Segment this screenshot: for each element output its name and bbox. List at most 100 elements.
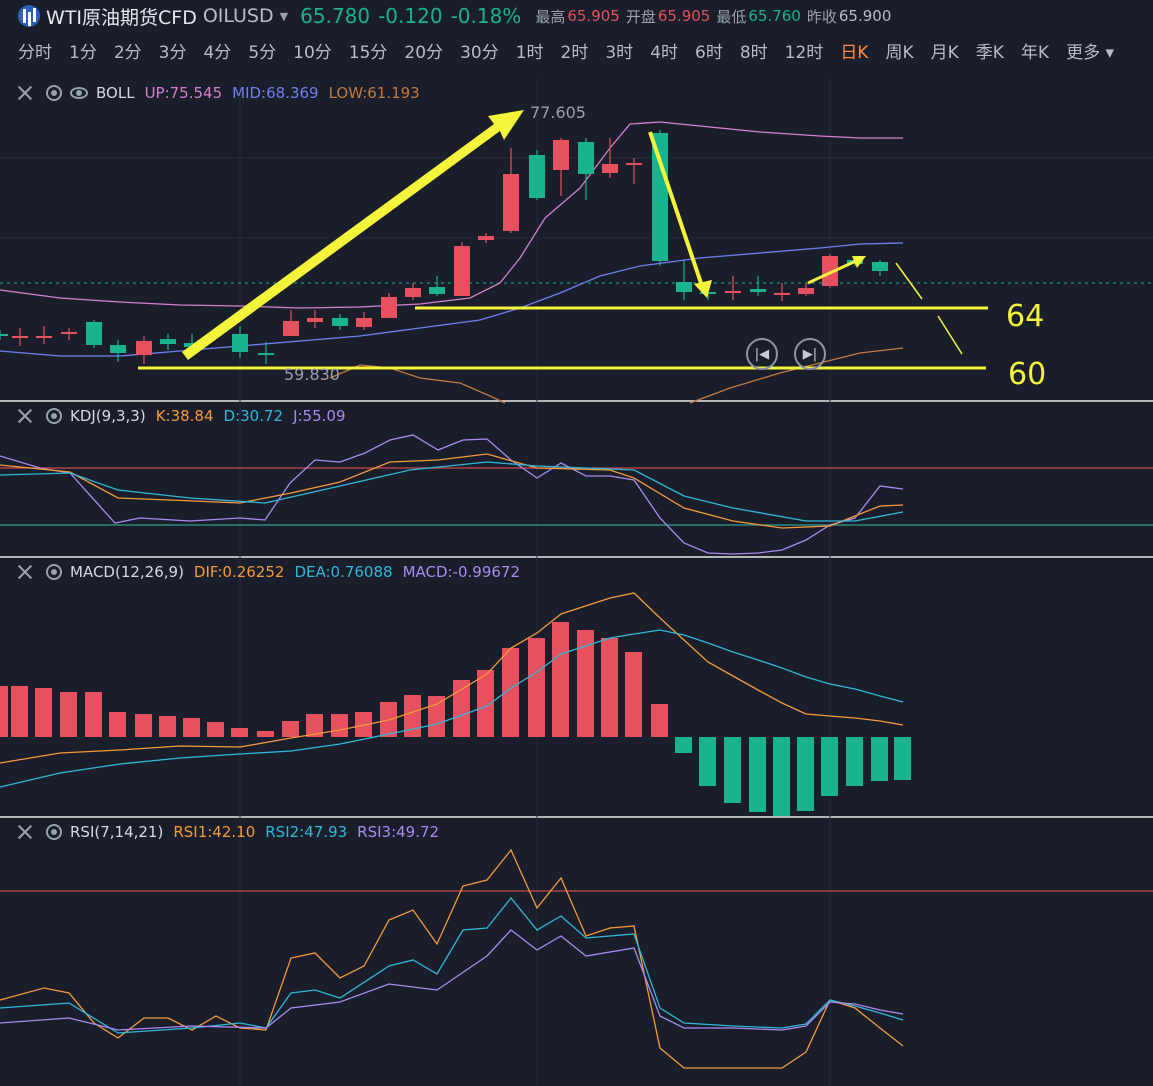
price-change: -0.120	[378, 4, 443, 28]
candle-body	[86, 322, 102, 345]
kdj-j-line	[0, 434, 904, 555]
kdj-j: J:55.09	[293, 407, 346, 425]
instrument-title[interactable]: WTI原油期货CFD	[46, 6, 197, 29]
macd-histogram-bar	[231, 728, 248, 737]
low-marker-label: 59.830	[284, 365, 340, 384]
boll-legend: BOLL UP:75.545 MID:68.369 LOW:61.193	[0, 84, 430, 102]
candle-body	[258, 353, 274, 355]
macd-histogram-bar	[846, 737, 863, 786]
open-label: 开盘	[625, 7, 656, 26]
candle-body	[478, 236, 494, 240]
price-chart[interactable]: 77.605 59.830 64 60	[0, 78, 1153, 1086]
candle-body	[454, 246, 470, 296]
timeframe-8[interactable]: 15分	[348, 43, 388, 63]
candle-body	[12, 336, 28, 338]
boll-low: LOW:61.193	[328, 84, 420, 102]
macd-dea: DEA:0.76088	[294, 563, 393, 581]
prev-close-value: 65.900	[838, 7, 892, 25]
timeframe-23[interactable]: 更多 ▾	[1066, 43, 1115, 63]
timeframe-10[interactable]: 30分	[460, 43, 499, 63]
timeframe-4[interactable]: 3分	[158, 43, 187, 63]
macd-histogram-bar	[11, 686, 28, 737]
kdj-legend: KDJ(9,3,3) K:38.84 D:30.72 J:55.09	[0, 407, 356, 425]
candle-body	[652, 133, 668, 261]
candle-body	[626, 163, 642, 165]
last-price: 65.780	[300, 4, 371, 28]
gear-icon[interactable]	[46, 408, 62, 424]
timeframe-9[interactable]: 20分	[404, 43, 444, 63]
timeframe-16[interactable]: 8时	[739, 43, 768, 63]
kdj-k: K:38.84	[155, 407, 214, 425]
timeframe-14[interactable]: 4时	[650, 43, 679, 63]
instrument-symbol[interactable]: OILUSD	[202, 5, 274, 27]
gear-icon[interactable]	[46, 824, 62, 840]
close-icon[interactable]	[18, 565, 32, 579]
macd-value: MACD:-0.99672	[402, 563, 521, 581]
kdj-name: KDJ(9,3,3)	[70, 407, 146, 425]
timeframe-20[interactable]: 月K	[930, 43, 959, 63]
macd-histogram-bar	[428, 696, 445, 737]
timeframe-3[interactable]: 2分	[113, 43, 142, 63]
candle-body	[356, 318, 372, 327]
projection-arrow	[937, 315, 963, 355]
candle-body	[872, 262, 888, 271]
gear-icon[interactable]	[46, 85, 62, 101]
candle-body	[136, 341, 152, 355]
candle-body	[160, 339, 176, 344]
low-value: 65.760	[748, 7, 801, 25]
macd-histogram-bar	[135, 714, 152, 737]
timeframe-2[interactable]: 1分	[69, 43, 97, 63]
boll-upper-line	[0, 121, 903, 309]
timeframe-12[interactable]: 2时	[560, 43, 589, 63]
timeframe-19[interactable]: 周K	[885, 43, 914, 63]
macd-name: MACD(12,26,9)	[70, 563, 184, 581]
timeframe-21[interactable]: 季K	[975, 43, 1004, 63]
kdj-k-line	[0, 453, 904, 529]
candle-body	[110, 345, 126, 353]
rsi-1: RSI1:42.10	[173, 823, 256, 841]
close-icon[interactable]	[18, 409, 32, 423]
macd-dif-line	[0, 592, 904, 764]
timeframe-17[interactable]: 12时	[784, 43, 824, 63]
timeframe-15[interactable]: 6时	[695, 43, 723, 63]
close-icon[interactable]	[18, 86, 32, 100]
timeframe-18[interactable]: 日K	[840, 43, 869, 63]
macd-histogram-bar	[502, 648, 519, 737]
timeframe-1[interactable]: 分时	[18, 43, 52, 63]
macd-legend: MACD(12,26,9) DIF:0.26252 DEA:0.76088 MA…	[0, 563, 530, 581]
macd-histogram-bar	[821, 737, 838, 796]
macd-histogram-bar	[797, 737, 814, 811]
candle-body	[429, 287, 445, 294]
eye-icon[interactable]	[70, 87, 88, 99]
boll-up: UP:75.545	[144, 84, 223, 102]
macd-histogram-bar	[109, 712, 126, 737]
next-icon[interactable]: ▶|	[794, 338, 826, 370]
timeframe-6[interactable]: 5分	[248, 43, 277, 63]
chevron-down-icon[interactable]: ▼	[279, 9, 289, 23]
candle-body	[529, 155, 545, 198]
boll-name: BOLL	[96, 84, 135, 102]
timeframe-13[interactable]: 3时	[605, 43, 634, 63]
candle-body	[503, 174, 519, 231]
macd-histogram-bar	[35, 688, 52, 737]
candle-body	[61, 332, 77, 334]
prev-close-label: 昨收	[806, 7, 837, 26]
timeframe-7[interactable]: 10分	[293, 43, 332, 63]
candle-body	[36, 336, 52, 338]
close-icon[interactable]	[18, 825, 32, 839]
candle-body	[822, 256, 838, 286]
timeframe-22[interactable]: 年K	[1020, 43, 1050, 63]
prev-icon[interactable]: |◀	[746, 338, 778, 370]
candle-body	[232, 334, 248, 352]
macd-histogram-bar	[724, 737, 741, 803]
candle-body	[602, 164, 618, 173]
macd-histogram-bar	[355, 712, 372, 737]
macd-histogram-bar	[773, 737, 790, 816]
us-flag-icon	[18, 5, 40, 27]
macd-dif: DIF:0.26252	[193, 563, 285, 581]
gear-icon[interactable]	[46, 564, 62, 580]
rsi-name: RSI(7,14,21)	[70, 823, 164, 841]
timeframe-5[interactable]: 4分	[203, 43, 232, 63]
candle-body	[0, 334, 8, 336]
timeframe-11[interactable]: 1时	[515, 43, 544, 63]
